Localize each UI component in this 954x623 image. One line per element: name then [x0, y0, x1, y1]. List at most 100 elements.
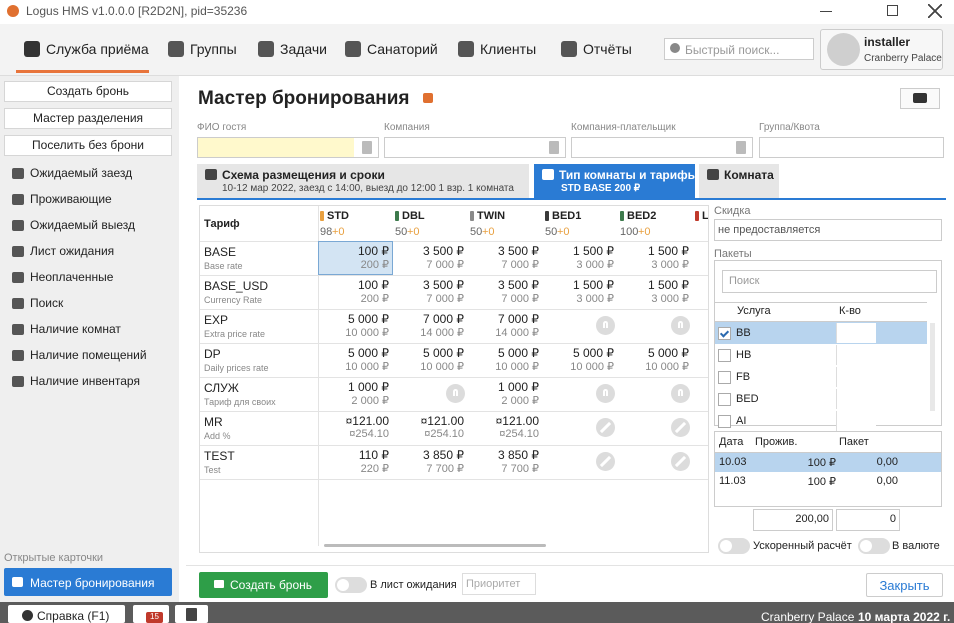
field-input[interactable] — [571, 137, 753, 158]
total: 10 000 ₽ — [495, 361, 539, 373]
icon — [458, 41, 474, 57]
header-line — [715, 452, 941, 453]
price: 100 ₽ — [358, 244, 389, 258]
row-line — [200, 479, 708, 480]
sidebar-link[interactable]: Лист ожидания — [30, 244, 115, 258]
sidebar-link[interactable]: Наличие помещений — [30, 348, 147, 362]
price: ¤121.00 — [345, 414, 389, 428]
checkbox[interactable] — [718, 327, 731, 340]
price: 5 000 ₽ — [348, 312, 389, 326]
nav-item[interactable]: Группы — [190, 41, 237, 57]
checkbox[interactable] — [718, 415, 731, 428]
field-label: Компания — [384, 122, 430, 133]
total: 200 ₽ — [360, 259, 389, 271]
open-card[interactable] — [4, 568, 172, 596]
row-line — [200, 309, 708, 310]
icon — [205, 169, 217, 180]
price: ¤121.00 — [420, 414, 464, 428]
nav-item[interactable]: Клиенты — [480, 41, 537, 57]
quantity-spinner[interactable] — [836, 411, 876, 431]
column-free: 98 — [320, 226, 333, 238]
quantity-spinner[interactable] — [836, 323, 876, 343]
priority-select[interactable] — [462, 573, 536, 595]
nav-item[interactable]: Задачи — [280, 41, 328, 57]
checkbox[interactable] — [718, 349, 731, 362]
close-button[interactable] — [928, 4, 942, 18]
column-header: К-во — [839, 305, 861, 317]
tab-title: Схема размещения и сроки — [222, 168, 385, 182]
icon — [186, 608, 197, 621]
unknown-icon — [671, 316, 690, 335]
sidebar-button[interactable] — [4, 81, 172, 102]
total-box — [753, 509, 833, 531]
packages-search[interactable] — [722, 270, 937, 293]
price: 1 500 ₽ — [648, 244, 689, 258]
sidebar-link[interactable]: Ожидаемый выезд — [30, 218, 135, 232]
priority-label: Приоритет — [466, 578, 521, 590]
nav-item[interactable]: Служба приёма — [46, 41, 149, 57]
field-input[interactable] — [384, 137, 566, 158]
icon — [7, 5, 19, 17]
total: 3 000 ₽ — [576, 293, 614, 305]
status-hotel: Cranberry Palace — [761, 610, 855, 623]
quantity-spinner[interactable] — [836, 345, 876, 365]
toggle-label: В валюте — [892, 540, 940, 552]
sidebar-link[interactable]: Проживающие — [30, 192, 112, 206]
sidebar-link[interactable]: Наличие инвентаря — [30, 374, 140, 388]
tab-subtitle: 10-12 мар 2022, заезд с 14:00, выезд до … — [222, 183, 514, 194]
price: 3 500 ₽ — [498, 244, 539, 258]
field-label: Компания-плательщик — [571, 122, 676, 133]
sidebar-link[interactable]: Неоплаченные — [30, 270, 114, 284]
total: 10 000 ₽ — [345, 327, 389, 339]
total: 7 700 ₽ — [426, 463, 464, 475]
column-free: 50 — [470, 226, 483, 238]
sidebar-link[interactable]: Поиск — [30, 296, 64, 310]
sidebar-link[interactable]: Наличие комнат — [30, 322, 121, 336]
icon — [707, 169, 719, 180]
discount-select[interactable] — [714, 219, 942, 241]
total-value: 200,00 — [795, 513, 829, 525]
close-button-label: Закрыть — [879, 578, 930, 593]
tab-title: Тип комнаты и тарифы — [559, 168, 698, 182]
waitlist-label: В лист ожидания — [370, 579, 457, 591]
search-box[interactable] — [664, 38, 814, 60]
column-delta: +0 — [557, 226, 570, 238]
quantity-spinner[interactable] — [836, 389, 876, 409]
row-line — [200, 411, 708, 412]
column-header: Прожив. — [755, 436, 798, 448]
row-line — [200, 343, 708, 344]
column-color — [470, 211, 474, 221]
icon — [549, 141, 559, 154]
day-date: 10.03 — [719, 456, 747, 468]
close-button[interactable] — [866, 573, 943, 597]
rate-header: Тариф — [204, 218, 240, 230]
closed-icon — [596, 418, 615, 437]
maximize-button[interactable] — [887, 5, 898, 16]
column-name: BED2 — [627, 210, 657, 222]
checkbox[interactable] — [718, 393, 731, 406]
checkbox[interactable] — [718, 371, 731, 384]
price: 3 500 ₽ — [423, 244, 464, 258]
nav-item[interactable]: Санаторий — [367, 41, 438, 57]
selected-row — [715, 453, 941, 472]
rate-name: BASE_USD — [204, 279, 269, 293]
tab[interactable] — [534, 164, 695, 198]
quantity-spinner[interactable] — [836, 367, 876, 387]
sidebar-button[interactable] — [4, 108, 172, 129]
help-button[interactable] — [8, 605, 125, 623]
sidebar-link[interactable]: Ожидаемый заезд — [30, 166, 133, 180]
status-date: 10 марта 2022 г. — [858, 610, 951, 623]
column-header: Дата — [719, 436, 744, 448]
open-card-label: Мастер бронирования — [30, 576, 155, 590]
sidebar-button[interactable] — [4, 135, 172, 156]
total: 10 000 ₽ — [420, 361, 464, 373]
tab[interactable] — [197, 164, 529, 198]
price: 5 000 ₽ — [423, 346, 464, 360]
rate-name: MR — [204, 415, 223, 429]
column-delta: +0 — [332, 226, 345, 238]
nav-item[interactable]: Отчёты — [583, 41, 632, 57]
minimize-button[interactable] — [820, 11, 832, 12]
field-input[interactable] — [759, 137, 944, 158]
icon — [670, 43, 680, 53]
